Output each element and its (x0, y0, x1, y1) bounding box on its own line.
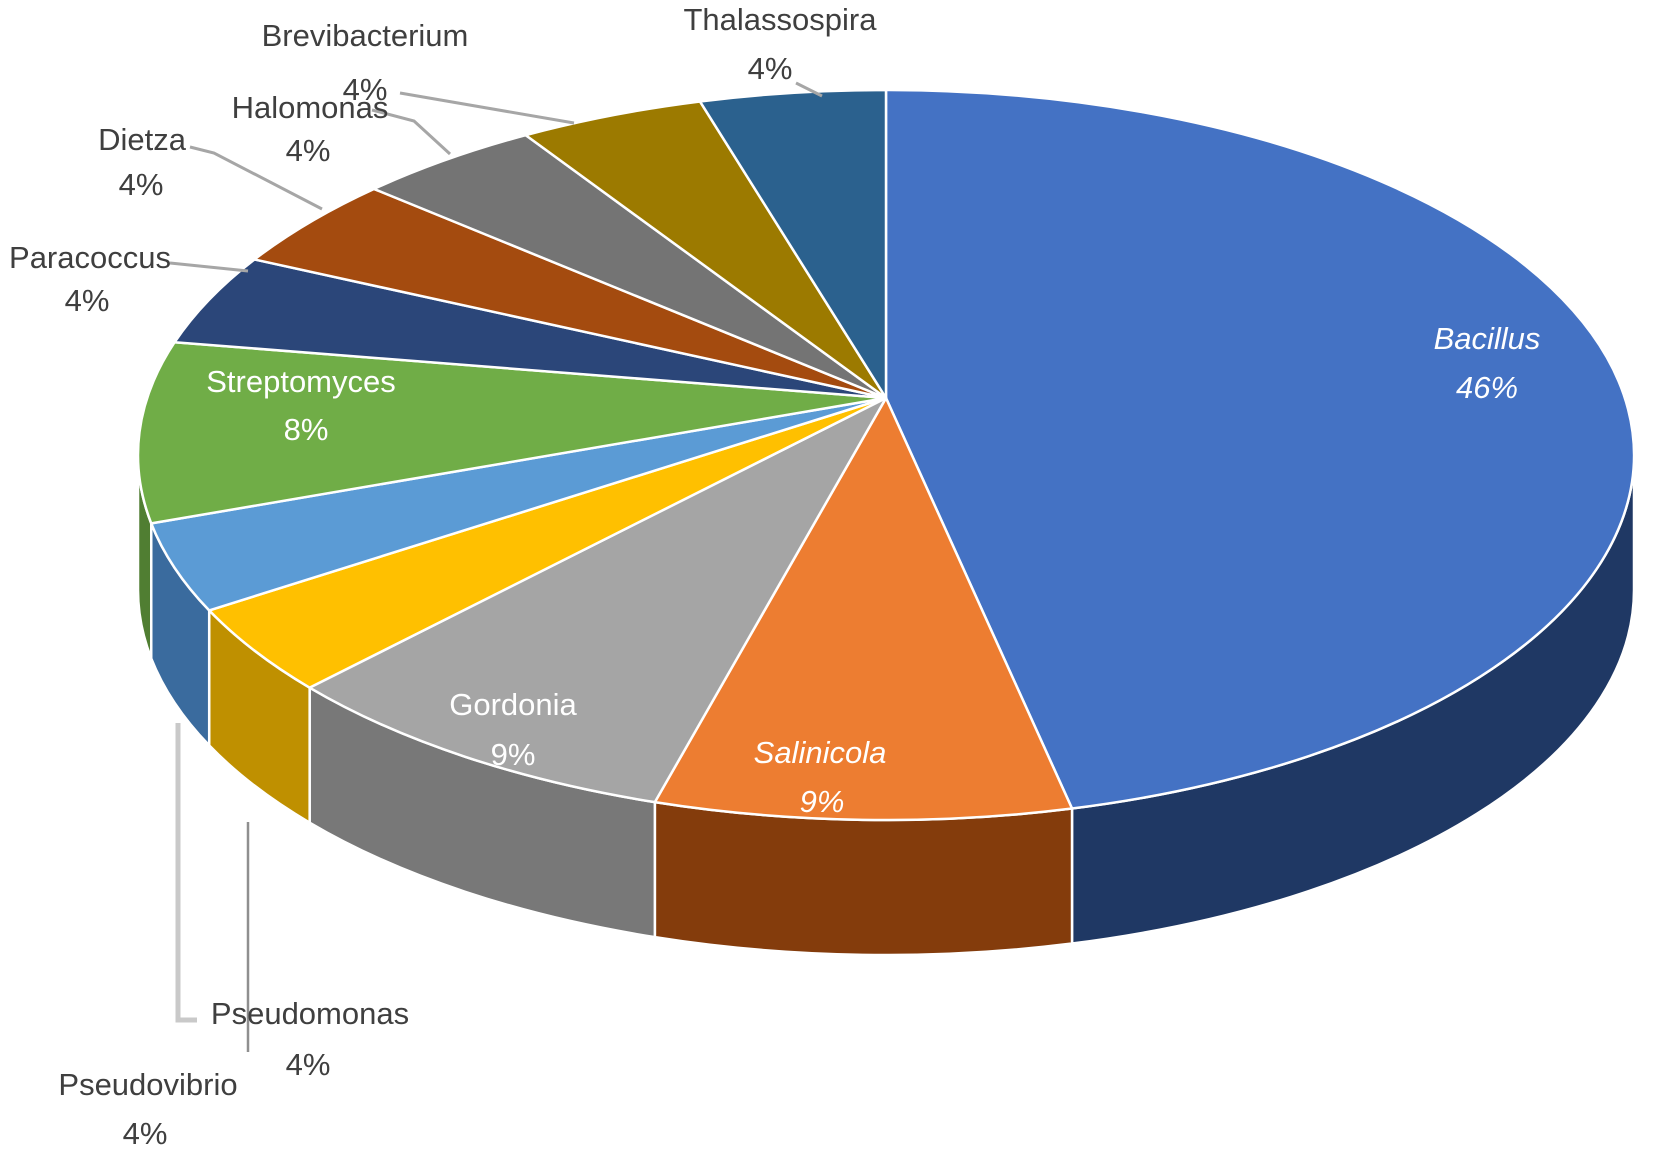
label-pseudomonas: Pseudomonas (211, 996, 409, 1031)
leader-line-paracoccus (169, 261, 249, 273)
leader-line-dietza (189, 145, 323, 211)
label-streptomyces: Streptomyces (206, 364, 396, 399)
label-pseudovibrio-percent: 4% (123, 1116, 168, 1151)
label-pseudovibrio: Pseudovibrio (58, 1067, 237, 1102)
leader-line-thalassospira (795, 81, 823, 98)
label-halomonas-percent: 4% (286, 133, 331, 168)
leader-line-halomonas (371, 108, 452, 156)
slice-halomonas[interactable] (372, 133, 888, 400)
slice-thalassospira[interactable] (698, 88, 888, 400)
label-thalassospira: Thalassospira (684, 2, 878, 37)
slice-pseudovibrio[interactable] (149, 396, 888, 612)
slice-brevibacterium[interactable] (524, 100, 888, 400)
leader-line-brevibacterium (399, 91, 575, 125)
slice-gordonia[interactable] (308, 396, 888, 804)
label-salinicola-percent: 9% (800, 784, 845, 819)
label-gordonia-percent: 9% (491, 737, 536, 772)
label-gordonia: Gordonia (449, 687, 577, 722)
label-bacillus: Bacillus (1434, 321, 1541, 356)
label-brevibacterium-percent: 4% (343, 72, 388, 107)
slice-pseudomonas[interactable] (207, 396, 888, 689)
label-brevibacterium: Brevibacterium (262, 18, 469, 53)
leader-line-pseudovibrio (175, 723, 197, 1023)
slice-salinicola[interactable] (653, 396, 1074, 822)
label-paracoccus-percent: 4% (65, 283, 110, 318)
label-paracoccus: Paracoccus (9, 240, 171, 275)
label-bacillus-percent: 46% (1456, 370, 1518, 405)
label-dietza: Dietza (98, 122, 187, 157)
label-streptomyces-percent: 8% (284, 412, 329, 447)
label-salinicola: Salinicola (754, 735, 887, 770)
label-dietza-percent: 4% (119, 167, 164, 202)
slice-dietza[interactable] (253, 187, 888, 400)
slice-bacillus[interactable] (884, 88, 1636, 810)
label-halomonas: Halomonas (232, 90, 389, 125)
label-pseudomonas-percent: 4% (286, 1047, 331, 1082)
label-thalassospira-percent: 4% (748, 51, 793, 86)
slice-salinicola-side[interactable] (653, 800, 1074, 957)
slice-paracoccus[interactable] (173, 258, 888, 400)
slice-streptomyces[interactable] (136, 340, 888, 525)
